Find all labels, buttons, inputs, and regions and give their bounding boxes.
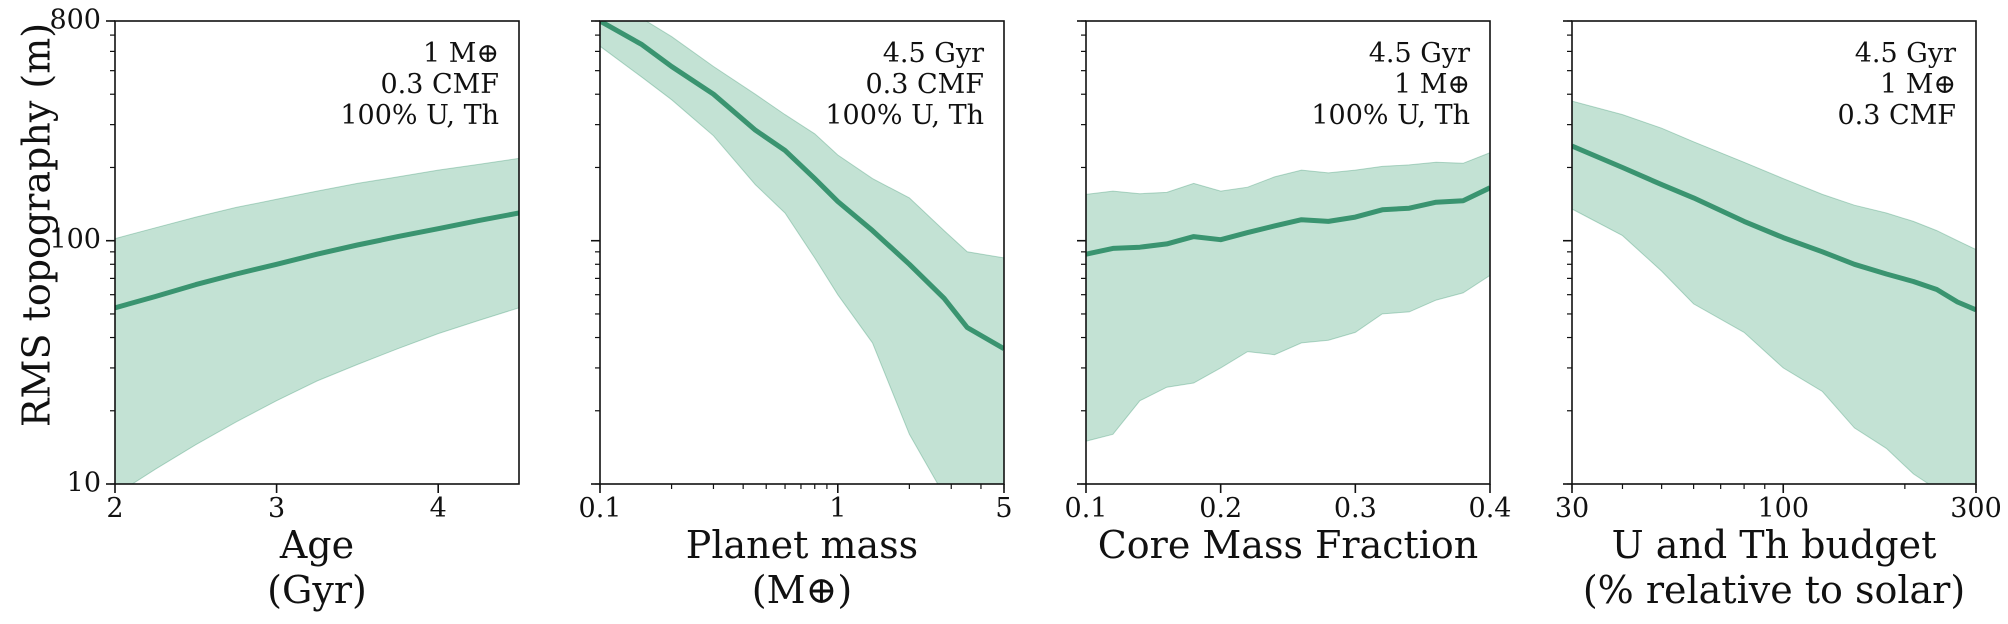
x-axis-title-line: U and Th budget xyxy=(1612,523,1937,567)
plot-frame xyxy=(599,20,1005,485)
median-line xyxy=(1572,143,1976,313)
panel-annotation-line: 4.5 Gyr xyxy=(883,38,984,69)
median-line xyxy=(600,21,1004,351)
x-tick-label: 2 xyxy=(106,493,123,524)
panel-annotation-line: 100% U, Th xyxy=(340,100,499,131)
plot-frame xyxy=(1571,20,1977,485)
x-tick-label: 5 xyxy=(995,493,1012,524)
plot-frame xyxy=(1085,20,1491,485)
x-axis-title-line: (% relative to solar) xyxy=(1583,568,1965,612)
panel-annotation-line: 0.3 CMF xyxy=(380,69,499,100)
x-axis-title-line: Planet mass xyxy=(686,523,918,567)
x-axis-title-line: (Gyr) xyxy=(267,568,367,612)
y-tick-label: 10 xyxy=(67,468,101,499)
panel-annotation-line: 0.3 CMF xyxy=(865,69,984,100)
panel-annotation-line: 100% U, Th xyxy=(1311,100,1470,131)
x-axis-title-line: (M⊕) xyxy=(752,568,852,612)
x-tick-label: 4 xyxy=(430,493,447,524)
x-tick-label: 300 xyxy=(1950,493,2002,524)
y-tick-label: 800 xyxy=(49,5,101,36)
x-tick-label: 0.4 xyxy=(1469,493,1512,524)
uncertainty-band xyxy=(600,21,1004,484)
uncertainty-band xyxy=(1572,100,1976,484)
median-line xyxy=(115,210,519,311)
x-tick-label: 30 xyxy=(1555,493,1589,524)
y-tick-label: 100 xyxy=(49,224,101,255)
uncertainty-band xyxy=(1086,152,1490,442)
x-tick-label: 100 xyxy=(1757,493,1809,524)
x-tick-label: 0.1 xyxy=(579,493,622,524)
uncertainty-band xyxy=(115,157,519,484)
panel-annotation-line: 100% U, Th xyxy=(825,100,984,131)
median-line xyxy=(1086,185,1490,257)
x-tick-label: 0.1 xyxy=(1065,493,1108,524)
x-axis-title-line: Core Mass Fraction xyxy=(1098,523,1479,567)
panel-annotation-line: 1 M⊕ xyxy=(1394,69,1470,100)
chart-panel-4: 30 100 300 U and Th budget(% relative to so… xyxy=(1555,20,2002,612)
panel-annotation-line: 0.3 CMF xyxy=(1837,100,1956,131)
plot-frame xyxy=(114,20,520,485)
x-tick-label: 1 xyxy=(829,493,846,524)
x-tick-label: 3 xyxy=(268,493,285,524)
panel-annotation-line: 4.5 Gyr xyxy=(1855,38,1956,69)
panel-annotation-line: 4.5 Gyr xyxy=(1369,38,1470,69)
panel-annotation-line: 1 M⊕ xyxy=(1880,69,1956,100)
panel-annotation-line: 1 M⊕ xyxy=(423,38,499,69)
x-axis-title-line: Age xyxy=(279,523,354,567)
y-axis-title: RMS topography (m) xyxy=(15,23,59,427)
x-tick-label: 0.3 xyxy=(1334,493,1377,524)
x-tick-label: 0.2 xyxy=(1199,493,1242,524)
